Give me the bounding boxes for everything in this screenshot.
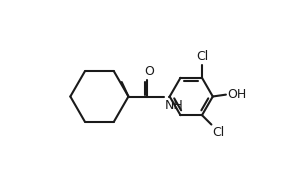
Text: Cl: Cl: [212, 126, 225, 139]
Text: O: O: [144, 65, 154, 78]
Text: Cl: Cl: [196, 50, 208, 63]
Text: NH: NH: [165, 99, 184, 112]
Text: OH: OH: [227, 88, 246, 101]
